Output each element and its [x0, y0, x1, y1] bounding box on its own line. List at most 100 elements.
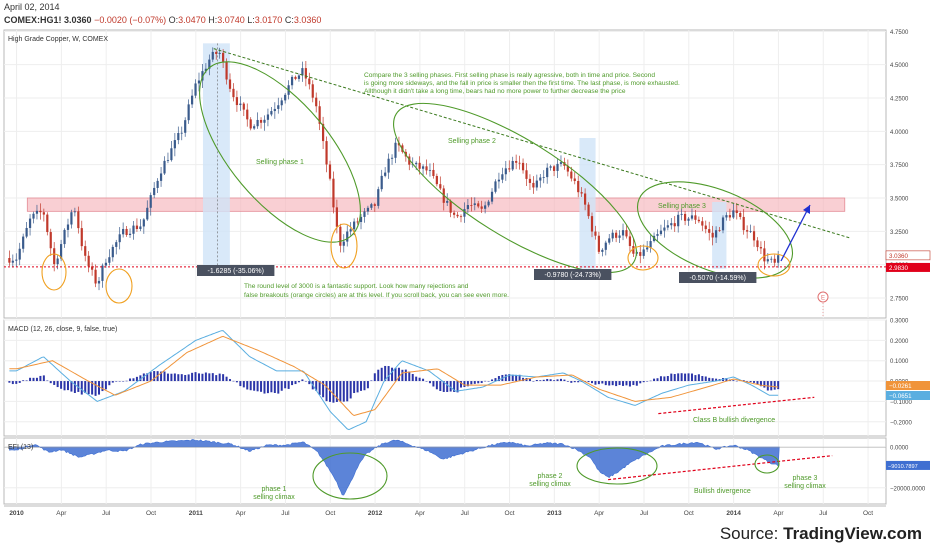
macd-histogram-bar: [346, 381, 349, 402]
price-candle-body: [625, 230, 628, 237]
macd-histogram-bar: [125, 380, 128, 382]
macd-histogram-bar: [115, 381, 118, 382]
price-candle-body: [180, 132, 183, 134]
price-candle-body: [111, 246, 114, 258]
efi-phase3-label-1: phase 3: [793, 475, 818, 482]
efi-badge-bg: [886, 460, 930, 470]
price-candle-body: [94, 269, 97, 284]
x-tick-label: Apr: [56, 510, 67, 517]
macd-histogram-bar: [577, 381, 580, 383]
price-candle-body: [566, 165, 569, 172]
macd-histogram-bar: [453, 381, 456, 392]
price-candle-body: [542, 177, 545, 178]
macd-histogram-bar: [711, 378, 714, 382]
macd-divergence-line: [658, 396, 815, 415]
macd-histogram-bar: [556, 379, 559, 382]
price-candle-body: [449, 200, 452, 213]
macd-histogram-bar: [611, 381, 614, 386]
price-candle-body: [752, 231, 756, 241]
macd-histogram-bar: [480, 381, 483, 384]
price-candle-body: [177, 132, 180, 141]
false-breakout-circle-2: [105, 268, 133, 304]
macd-histogram-bar: [770, 381, 773, 391]
macd-histogram-bar: [697, 374, 700, 382]
price-candle-body: [546, 167, 549, 178]
macd-histogram-bar: [253, 381, 256, 391]
price-candle-body: [390, 157, 394, 159]
price-candle-body: [580, 192, 583, 194]
price-candle-body: [290, 76, 294, 86]
efi-phase2-ellipse: [576, 447, 658, 485]
price-candle-body: [601, 249, 604, 252]
macd-histogram-bar: [649, 380, 652, 382]
x-tick-label: 2014: [726, 510, 741, 517]
open-value: 3.0470: [178, 15, 206, 25]
macd-histogram-bar: [618, 381, 621, 386]
macd-histogram-bar: [284, 381, 287, 389]
macd-histogram-bar: [42, 375, 45, 382]
macd-histogram-bar: [356, 381, 359, 393]
price-candle-body: [642, 249, 645, 256]
macd-y-tick: 0.2000: [890, 339, 909, 345]
x-tick-label: Apr: [773, 510, 784, 517]
x-tick-label: Apr: [415, 510, 426, 517]
price-candle-body: [187, 104, 190, 121]
price-candle-body: [342, 241, 345, 246]
macd-histogram-bar: [708, 377, 711, 382]
price-candle-body: [456, 214, 459, 217]
macd-histogram-bar: [39, 375, 42, 382]
compare-note-line-3: Allthough it didn't take a long time, be…: [364, 88, 626, 95]
price-candle-body: [294, 76, 297, 79]
macd-histogram-bar: [518, 374, 521, 382]
price-candle-body: [142, 219, 145, 227]
macd-histogram-bar: [508, 374, 511, 382]
price-candle-body: [573, 178, 576, 182]
efi-pane-title: EFI (13): [8, 444, 33, 451]
price-candle-body: [718, 230, 721, 232]
price-candle-body: [194, 83, 197, 96]
price-candle-body: [777, 255, 780, 263]
macd-histogram-bar: [477, 381, 480, 384]
macd-pane-title: MACD (12, 26, close, 9, false, true): [8, 326, 117, 333]
price-candle-body: [28, 218, 32, 228]
macd-histogram-bar: [73, 381, 76, 393]
macd-line: [9, 330, 779, 431]
macd-histogram-bar: [415, 376, 418, 382]
macd-histogram-bar: [553, 380, 556, 382]
efi-phase1-ellipse: [312, 452, 388, 500]
macd-histogram-bar: [208, 373, 211, 382]
macd-histogram-bar: [60, 381, 63, 389]
price-candle-body: [32, 213, 35, 219]
price-candle-body: [59, 244, 63, 259]
low-label: L:: [247, 15, 255, 25]
price-candle-body: [39, 210, 42, 213]
price-candle-body: [318, 106, 321, 124]
efi-phase2-label-1: phase 2: [538, 473, 563, 480]
price-candle-body: [683, 213, 687, 221]
macd-histogram-bar: [494, 378, 497, 382]
macd-histogram-bar: [666, 376, 669, 382]
macd-y-tick: −0.2000: [890, 420, 913, 426]
price-candle-body: [159, 173, 163, 181]
price-candle-body: [477, 203, 480, 207]
price-candle-body: [242, 103, 245, 110]
price-candle-body: [697, 219, 700, 222]
measure1-badge: -1.6285 (-35.06%): [207, 268, 263, 275]
efi-phase1-label-1: phase 1: [262, 486, 287, 493]
macd-histogram-bar: [442, 381, 445, 392]
macd-histogram-bar: [366, 381, 369, 389]
quote-line: COMEX:HG1! 3.0360 −0.0020 (−0.07%) O:3.0…: [4, 15, 321, 25]
price-y-tick: 4.0000: [890, 130, 909, 136]
price-candle-body: [122, 228, 125, 235]
macd-histogram-bar: [239, 381, 242, 387]
macd-histogram-bar: [411, 373, 414, 382]
macd-histogram-bar: [656, 378, 659, 382]
price-y-tick: 4.5000: [890, 63, 909, 69]
price-badge-support: 2.9830: [889, 265, 908, 272]
macd-histogram-bar: [260, 381, 263, 392]
price-candle-body: [22, 236, 25, 249]
price-candle-body: [749, 231, 752, 233]
price-candle-body: [473, 203, 476, 206]
macd-badge-signal-bg: [886, 381, 930, 390]
macd-histogram-bar: [635, 381, 638, 386]
